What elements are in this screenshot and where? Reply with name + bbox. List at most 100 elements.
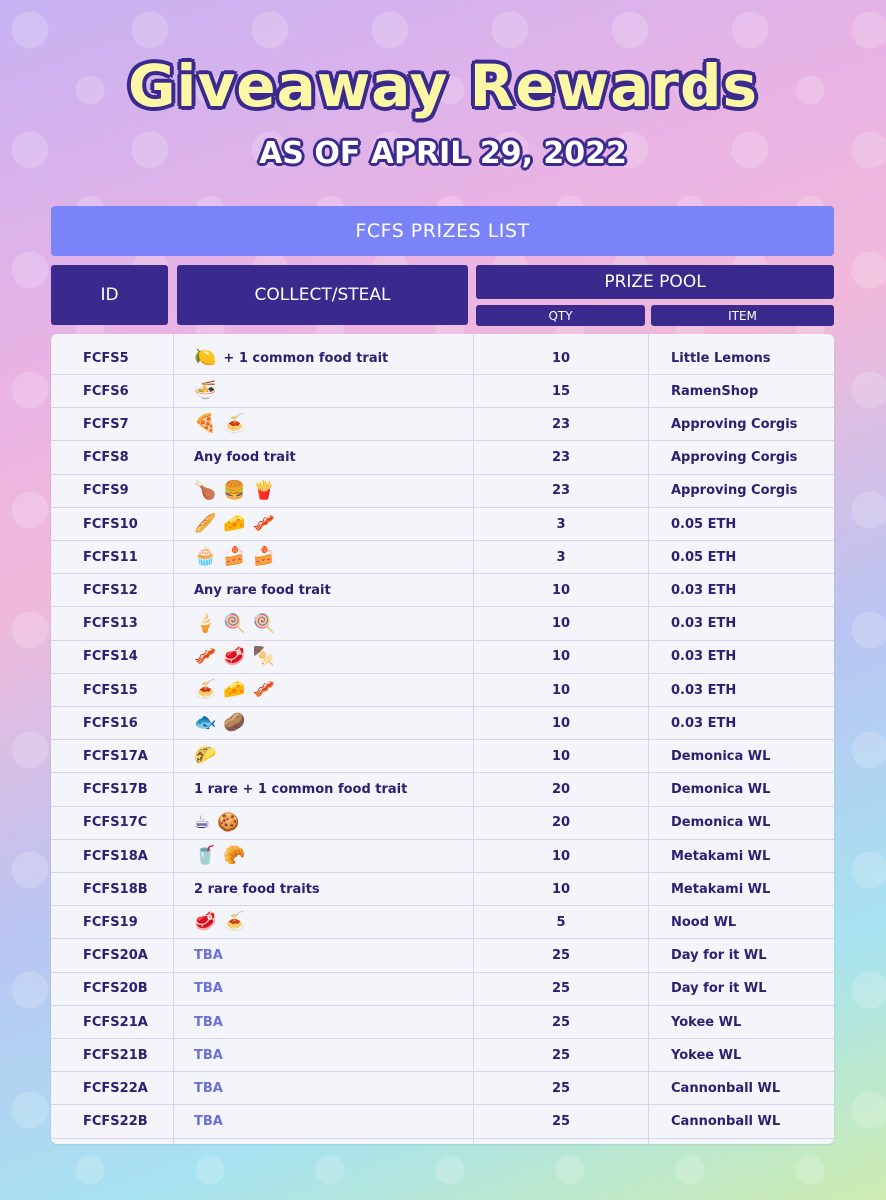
trait-text: 1 rare + 1 common food trait: [194, 782, 408, 798]
row-qty: 10: [551, 848, 571, 864]
food-icon: 🥓: [194, 645, 217, 667]
food-icon: 🍰: [252, 546, 276, 568]
row-id: FCFS8: [83, 450, 129, 466]
food-icon: 🍗: [194, 479, 217, 501]
food-icon: 🥤: [194, 845, 217, 866]
table-row: FCFS13 🍦 🍭 🍭 10 0.03 ETH: [51, 608, 834, 641]
table-row: FCFS22B TBA 25 Cannonball WL: [51, 1106, 834, 1139]
row-collect: ☕ 🍪: [194, 807, 474, 839]
row-qty: 25: [551, 1114, 571, 1130]
row-qty: 20: [551, 815, 571, 831]
food-icon: 🍝: [194, 679, 217, 700]
row-collect: 🍦 🍭 🍭: [194, 608, 474, 640]
row-collect: 🥤 🥐: [194, 840, 474, 872]
food-icon: 🥖: [194, 513, 217, 534]
food-icon: 🍟: [252, 479, 276, 501]
food-icon: 🧁: [194, 546, 217, 568]
table-row: FCFS16 🐟 🥔 10 0.03 ETH: [51, 707, 834, 741]
row-id: FCFS20B: [83, 981, 148, 997]
row-item: Cannonball WL: [671, 1080, 781, 1096]
row-qty: 23: [551, 416, 571, 432]
row-qty: 25: [551, 1047, 571, 1063]
food-icon: 🧀: [223, 679, 246, 700]
food-icon: 🍭: [252, 612, 276, 634]
trait-text: 2 rare food traits: [194, 881, 320, 897]
row-id: FCFS9: [83, 483, 129, 499]
row-collect: 🥓 🥩 🍢: [194, 641, 474, 673]
tba-label: TBA: [194, 1047, 223, 1063]
row-qty: 10: [551, 582, 571, 598]
food-icon: 🍋: [194, 347, 217, 368]
row-item: Metakami WL: [671, 848, 771, 864]
food-icon: 🥩: [194, 911, 217, 933]
header-prize-pool-label: PRIZE POOL: [604, 272, 706, 292]
table-row: FCFS17C ☕ 🍪 20 Demonica WL: [51, 807, 834, 840]
header-item: ITEM: [651, 305, 834, 326]
food-icon: 🐟: [194, 712, 217, 734]
table-row: FCFS17B 1 rare + 1 common food trait 20 Dem…: [51, 774, 834, 807]
tba-label: TBA: [194, 1014, 223, 1030]
row-collect: 🍗 🍔 🍟: [194, 475, 474, 507]
row-item: Demonica WL: [671, 782, 771, 798]
row-item: Approving Corgis: [671, 416, 798, 432]
food-icon: 🍭: [223, 612, 246, 634]
row-item: Metakami WL: [671, 881, 771, 897]
food-icon: 🥔: [223, 712, 246, 734]
row-collect: 🍝 🧀 🥓: [194, 674, 474, 706]
row-qty: 10: [551, 715, 571, 731]
table-row: FCFS21B TBA 25 Yokee WL: [51, 1039, 834, 1073]
food-icon: 🍰: [223, 546, 246, 568]
table-row: FCFS9 🍗 🍔 🍟 23 Approving Corgis: [51, 475, 834, 508]
row-collect: 2 rare food traits: [194, 873, 474, 905]
table-row: FCFS11 🧁 🍰 🍰 3 0.05 ETH: [51, 541, 834, 575]
row-item: 0.03 ETH: [671, 582, 737, 598]
table-row: FCFS7 🍕 🍝 23 Approving Corgis: [51, 408, 834, 442]
row-item: Day for it WL: [671, 948, 767, 964]
row-id: FCFS12: [83, 582, 138, 598]
row-collect: 1 rare + 1 common food trait: [194, 774, 474, 806]
row-item: Cannonball WL: [671, 1114, 781, 1130]
table-row: FCFS6 🍜 15 RamenShop: [51, 375, 834, 409]
food-icon: 🧀: [223, 513, 246, 534]
row-qty: 3: [556, 549, 566, 565]
table-row: FCFS8 Any food trait 23 Approving Corgis: [51, 442, 834, 475]
table-row: FCFS18B 2 rare food traits 10 Metakami WL: [51, 873, 834, 907]
header-item-label: ITEM: [728, 308, 757, 323]
row-qty: 10: [551, 748, 571, 764]
row-item: 0.03 ETH: [671, 715, 737, 731]
row-collect: Any food trait: [194, 442, 474, 474]
row-collect: TBA: [194, 1106, 474, 1138]
row-id: FCFS11: [83, 549, 138, 565]
row-collect: 🍜: [194, 375, 474, 407]
table-row: FCFS21A TBA 25 Yokee WL: [51, 1006, 834, 1039]
table-row: FCFS22A TBA 25 Cannonball WL: [51, 1072, 834, 1106]
row-item: Approving Corgis: [671, 483, 798, 499]
trait-text: + 1 common food trait: [223, 350, 389, 366]
table-row: FCFS20A TBA 25 Day for it WL: [51, 940, 834, 973]
row-id: FCFS17C: [83, 815, 148, 831]
table-row: FCFS15 🍝 🧀 🥓 10 0.03 ETH: [51, 674, 834, 707]
row-item: 0.05 ETH: [671, 549, 737, 565]
food-icon: 🥓: [252, 679, 276, 700]
prizes-table: FCFS5 🍋 + 1 common food trait 10 Little Lemo…: [51, 334, 834, 1144]
header-qty: QTY: [476, 305, 645, 326]
table-row: FCFS20B TBA 25 Day for it WL: [51, 973, 834, 1006]
row-qty: 10: [551, 649, 571, 665]
food-icon: 🌮: [194, 745, 217, 767]
row-item: Yokee WL: [671, 1014, 742, 1030]
row-id: FCFS13: [83, 616, 138, 632]
row-id: FCFS22A: [83, 1080, 148, 1096]
food-icon: 🥓: [252, 513, 276, 534]
row-id: FCFS10: [83, 516, 138, 532]
row-id: FCFS17A: [83, 748, 148, 764]
header-collect: COLLECT/STEAL: [177, 265, 468, 325]
row-qty: 25: [551, 1014, 571, 1030]
header-id-label: ID: [100, 285, 119, 305]
prizes-list-banner: FCFS PRIZES LIST: [51, 206, 834, 256]
row-collect: TBA: [194, 1006, 474, 1038]
header-id: ID: [51, 265, 168, 325]
tba-label: TBA: [194, 981, 223, 997]
column-divider: [648, 334, 649, 1144]
food-icon: 🍝: [223, 911, 246, 933]
row-qty: 15: [551, 383, 571, 399]
